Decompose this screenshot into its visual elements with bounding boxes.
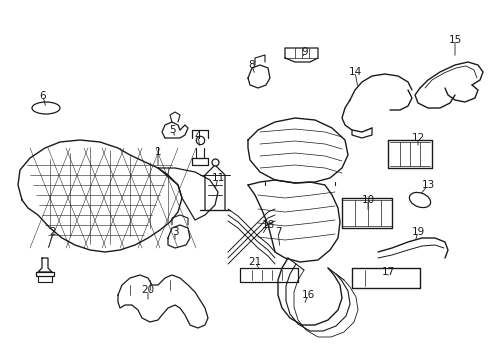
Text: 2: 2 <box>50 227 56 237</box>
Polygon shape <box>240 268 297 282</box>
Polygon shape <box>247 65 269 88</box>
Text: 1: 1 <box>154 147 161 157</box>
Text: 16: 16 <box>301 290 314 300</box>
Text: 12: 12 <box>410 133 424 143</box>
Text: 3: 3 <box>171 227 178 237</box>
Polygon shape <box>158 168 218 220</box>
Polygon shape <box>351 268 419 288</box>
Text: 18: 18 <box>261 220 274 230</box>
Polygon shape <box>168 225 190 248</box>
Text: 20: 20 <box>141 285 154 295</box>
Text: 10: 10 <box>361 195 374 205</box>
Text: 19: 19 <box>410 227 424 237</box>
Polygon shape <box>285 48 317 62</box>
Ellipse shape <box>32 102 60 114</box>
Text: 13: 13 <box>421 180 434 190</box>
Polygon shape <box>341 198 391 228</box>
Text: 9: 9 <box>301 47 307 57</box>
Text: 11: 11 <box>211 173 224 183</box>
Text: 4: 4 <box>194 131 201 141</box>
Polygon shape <box>247 118 347 183</box>
Text: 8: 8 <box>248 60 255 70</box>
Text: 14: 14 <box>347 67 361 77</box>
Text: 5: 5 <box>169 125 176 135</box>
Text: 17: 17 <box>381 267 394 277</box>
Polygon shape <box>387 140 431 168</box>
Text: 15: 15 <box>447 35 461 45</box>
Ellipse shape <box>408 193 430 208</box>
Text: 7: 7 <box>274 227 281 237</box>
Polygon shape <box>247 180 339 262</box>
Text: 6: 6 <box>40 91 46 101</box>
Polygon shape <box>118 275 207 328</box>
Polygon shape <box>192 158 207 165</box>
Text: 21: 21 <box>248 257 261 267</box>
Polygon shape <box>18 140 182 252</box>
